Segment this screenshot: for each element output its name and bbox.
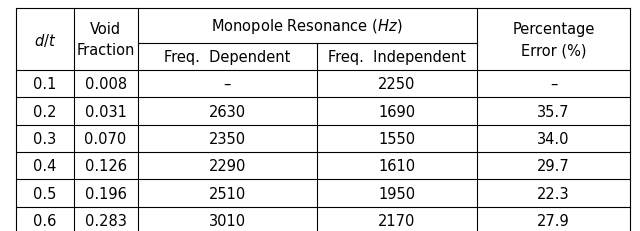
Text: 0.283: 0.283 — [84, 213, 127, 228]
Text: 0.031: 0.031 — [84, 104, 127, 119]
Text: –: – — [550, 77, 557, 92]
Text: 22.3: 22.3 — [538, 186, 570, 201]
Text: 0.2: 0.2 — [33, 104, 56, 119]
Text: 2510: 2510 — [209, 186, 246, 201]
Text: Percentage
Error (%): Percentage Error (%) — [513, 22, 595, 58]
Text: 1950: 1950 — [378, 186, 415, 201]
Text: 0.070: 0.070 — [84, 131, 127, 146]
Text: 1550: 1550 — [378, 131, 415, 146]
Text: 2350: 2350 — [209, 131, 246, 146]
Text: 0.4: 0.4 — [33, 159, 56, 173]
Text: 27.9: 27.9 — [537, 213, 570, 228]
Text: 3010: 3010 — [209, 213, 246, 228]
Text: Freq.  Dependent: Freq. Dependent — [164, 50, 291, 64]
Text: 2630: 2630 — [209, 104, 246, 119]
Text: 1610: 1610 — [378, 159, 415, 173]
Text: 2290: 2290 — [209, 159, 246, 173]
Text: 0.126: 0.126 — [84, 159, 127, 173]
Text: 0.196: 0.196 — [84, 186, 127, 201]
Text: 0.6: 0.6 — [33, 213, 56, 228]
Text: 0.1: 0.1 — [33, 77, 56, 92]
Text: 0.008: 0.008 — [84, 77, 127, 92]
Text: 35.7: 35.7 — [538, 104, 570, 119]
Text: Monopole Resonance ($Hz$): Monopole Resonance ($Hz$) — [211, 17, 403, 36]
Text: $d/t$: $d/t$ — [34, 31, 56, 49]
Text: Void
Fraction: Void Fraction — [76, 22, 135, 58]
Text: 2170: 2170 — [378, 213, 415, 228]
Text: 0.3: 0.3 — [33, 131, 56, 146]
Text: 34.0: 34.0 — [538, 131, 570, 146]
Text: Freq.  Independent: Freq. Independent — [328, 50, 466, 64]
Text: –: – — [223, 77, 231, 92]
Text: 2250: 2250 — [378, 77, 415, 92]
Text: 0.5: 0.5 — [33, 186, 56, 201]
Text: 29.7: 29.7 — [537, 159, 570, 173]
Text: 1690: 1690 — [378, 104, 415, 119]
